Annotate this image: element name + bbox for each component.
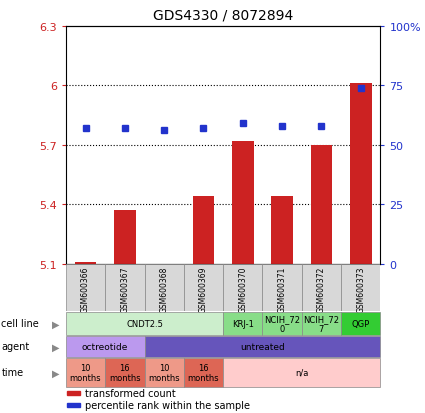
Text: untreated: untreated: [240, 342, 285, 351]
Bar: [75, 262, 96, 264]
Bar: [114, 211, 136, 264]
Bar: [68, 403, 80, 407]
Text: GSM600369: GSM600369: [199, 266, 208, 313]
Text: GSM600371: GSM600371: [278, 266, 286, 313]
Text: 16
months: 16 months: [109, 363, 141, 382]
Bar: [184, 358, 223, 387]
Text: GSM600366: GSM600366: [81, 266, 90, 313]
Bar: [223, 312, 262, 335]
Bar: [341, 312, 380, 335]
Bar: [232, 141, 254, 264]
Text: n/a: n/a: [295, 368, 309, 377]
Text: GSM600372: GSM600372: [317, 266, 326, 313]
Bar: [144, 358, 184, 387]
Bar: [193, 197, 214, 264]
Bar: [66, 312, 223, 335]
Text: GSM600367: GSM600367: [120, 266, 129, 313]
Bar: [144, 336, 380, 357]
Bar: [262, 264, 302, 311]
Bar: [153, 264, 175, 274]
Text: transformed count: transformed count: [85, 388, 176, 398]
Text: percentile rank within the sample: percentile rank within the sample: [85, 400, 250, 410]
Text: time: time: [1, 368, 23, 377]
Text: ▶: ▶: [51, 368, 59, 377]
Bar: [262, 312, 302, 335]
Bar: [66, 264, 105, 311]
Text: KRJ-1: KRJ-1: [232, 319, 254, 328]
Text: GSM600368: GSM600368: [160, 266, 169, 313]
Text: 10
months: 10 months: [148, 363, 180, 382]
Bar: [223, 264, 262, 311]
Title: GDS4330 / 8072894: GDS4330 / 8072894: [153, 9, 293, 23]
Text: NCIH_72
0: NCIH_72 0: [264, 314, 300, 333]
Bar: [271, 197, 293, 264]
Bar: [302, 264, 341, 311]
Bar: [184, 264, 223, 311]
Bar: [223, 358, 380, 387]
Text: QGP: QGP: [351, 319, 370, 328]
Text: agent: agent: [1, 342, 29, 351]
Text: 16
months: 16 months: [188, 363, 219, 382]
Bar: [66, 358, 105, 387]
Bar: [66, 336, 144, 357]
Text: cell line: cell line: [1, 318, 39, 329]
Text: 10
months: 10 months: [70, 363, 101, 382]
Bar: [105, 264, 144, 311]
Text: ▶: ▶: [51, 342, 59, 351]
Bar: [350, 84, 371, 264]
Text: NCIH_72
7: NCIH_72 7: [303, 314, 340, 333]
Text: CNDT2.5: CNDT2.5: [126, 319, 163, 328]
Text: GSM600370: GSM600370: [238, 266, 247, 313]
Bar: [302, 312, 341, 335]
Bar: [311, 145, 332, 264]
Bar: [68, 391, 80, 395]
Text: GSM600373: GSM600373: [356, 266, 365, 313]
Text: ▶: ▶: [51, 318, 59, 329]
Text: octreotide: octreotide: [82, 342, 128, 351]
Bar: [144, 264, 184, 311]
Bar: [105, 358, 144, 387]
Bar: [341, 264, 380, 311]
